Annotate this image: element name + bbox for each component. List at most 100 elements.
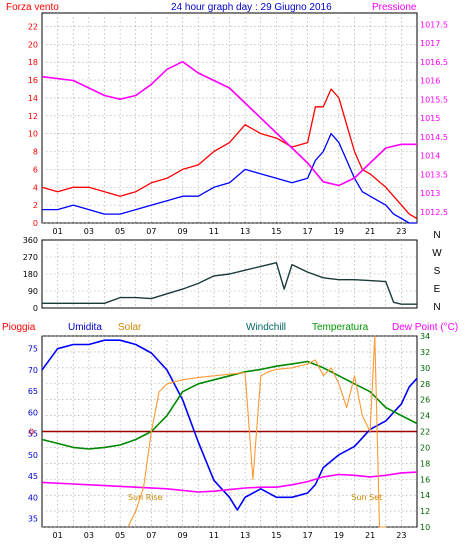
- y-right-tick-label: 1017: [420, 39, 440, 48]
- y-left-tick-label: 20: [28, 40, 38, 49]
- y-left-tick-label: 40: [28, 493, 38, 502]
- y-left-tick-label: 10: [28, 130, 38, 139]
- wind-gust-line: [41, 88, 418, 220]
- direction-letter: E: [434, 284, 441, 295]
- y-right-tick-label: 22: [420, 428, 430, 437]
- y-left-tick-label: 12: [28, 112, 38, 121]
- y-left-tick-label: 50: [28, 451, 38, 460]
- series-group: [42, 262, 417, 305]
- y-left-tick-label: 4: [33, 183, 38, 192]
- y-right-tick-label: 18: [420, 459, 430, 468]
- temperature-humidity-panel: Pioggia Umidita Solar Windchill Temperatura D…: [2, 322, 458, 540]
- x-tick-label: 15: [271, 227, 281, 236]
- x-tick-label: 07: [146, 531, 156, 540]
- sunset-annotation: Sun Set: [351, 493, 382, 502]
- x-tick-label: 21: [365, 227, 375, 236]
- y-right-tick-label: 10: [420, 523, 430, 532]
- legend-label: Solar: [118, 322, 142, 333]
- x-tick-label: 19: [334, 531, 344, 540]
- y-tick-label: 270: [23, 253, 38, 262]
- y-left-tick-label: 18: [28, 58, 38, 67]
- direction-letter: S: [434, 266, 441, 277]
- y-right-tick-label: 1015: [420, 114, 440, 123]
- y-right-tick-label: 1016: [420, 77, 440, 86]
- wind-direction-line: [42, 262, 417, 305]
- y-left-tick-label: 8: [33, 148, 38, 157]
- y-left-tick-label: 6: [33, 165, 38, 174]
- x-tick-label: 05: [115, 531, 125, 540]
- x-tick-label: 21: [365, 531, 375, 540]
- y-tick-label: 360: [23, 236, 38, 245]
- pressure-line: [41, 60, 417, 187]
- y-right-tick-label: 24: [420, 412, 430, 421]
- x-tick-label: 13: [240, 227, 250, 236]
- left-axis-label: Forza vento: [6, 2, 59, 13]
- x-tick-label: 23: [396, 227, 406, 236]
- y-tick-label: 180: [23, 270, 38, 279]
- y-right-tick-label: 34: [420, 332, 430, 341]
- y-right-tick-label: 26: [420, 396, 430, 405]
- y-left-tick-label: 70: [28, 366, 38, 375]
- y-tick-label: 90: [28, 287, 38, 296]
- x-tick-label: 19: [334, 227, 344, 236]
- y-right-tick-label: 32: [420, 348, 430, 357]
- y-right-tick-label: 1014: [420, 152, 440, 161]
- x-tick-label: 03: [84, 227, 94, 236]
- header-labels: Pioggia Umidita Solar Windchill Temperatura D…: [2, 322, 458, 333]
- dew-point-line: [41, 471, 418, 493]
- x-tick-label: 09: [178, 227, 188, 236]
- chart-title: 24 hour graph day : 29 Giugno 2016: [171, 2, 332, 13]
- y-left-tick-label: 16: [28, 76, 38, 85]
- x-tick-label: 01: [53, 531, 63, 540]
- y-right-tick-label: 28: [420, 380, 430, 389]
- y-left-tick-label: 35: [28, 515, 38, 524]
- tick-labels: 01 03 05 07 09 11 13 15 17 19 21 23 35 40 45 50 55 60 65 70…: [28, 332, 430, 540]
- y-right-tick-label: 16: [420, 475, 430, 484]
- y-left-tick-label: 14: [28, 94, 38, 103]
- legend-label: Umidita: [68, 322, 102, 333]
- sunrise-annotation: Sun Rise: [128, 493, 163, 502]
- y-left-tick-label: 65: [28, 387, 38, 396]
- y-tick-label: 0: [33, 304, 38, 313]
- direction-letter: N: [433, 302, 440, 313]
- x-tick-label: 17: [303, 227, 313, 236]
- y-left-tick-label: 22: [28, 22, 38, 31]
- wind-pressure-panel: Forza vento 24 hour graph day : 29 Giugn…: [6, 2, 448, 236]
- y-right-tick-label: 30: [420, 364, 430, 373]
- right-axis-label: Pressione: [372, 2, 417, 13]
- x-tick-label: 09: [178, 531, 188, 540]
- y-right-tick-label: 1015.5: [420, 95, 448, 104]
- y-left-tick-label: 75: [28, 345, 38, 354]
- series-group: [41, 60, 418, 224]
- direction-letter: N: [433, 230, 440, 241]
- y-left-tick-label: 0: [33, 219, 38, 228]
- y-right-tick-label: 14: [420, 491, 430, 500]
- y-right-tick-label: 1016.5: [420, 58, 448, 67]
- x-tick-label: 01: [53, 227, 63, 236]
- y-right-tick-label: 1017.5: [420, 20, 448, 29]
- legend-label: Windchill: [246, 322, 286, 333]
- legend-label: Temperatura: [312, 322, 369, 333]
- y-right-tick-label: 1014.5: [420, 133, 448, 142]
- y-right-tick-label: 20: [420, 443, 430, 452]
- y-right-tick-label: 12: [420, 507, 430, 516]
- series-group: [41, 335, 418, 528]
- y-left-tick-label: 2: [33, 201, 38, 210]
- y-right-tick-label: 1013: [420, 189, 440, 198]
- x-tick-label: 17: [303, 531, 313, 540]
- y-right-tick-label: 1012.5: [420, 208, 448, 217]
- direction-letter: W: [432, 248, 442, 259]
- rain-zero-label: 0: [29, 428, 34, 437]
- legend-label: Pioggia: [2, 322, 36, 333]
- x-tick-label: 11: [209, 531, 219, 540]
- wind-speed-line: [42, 132, 417, 224]
- x-tick-label: 15: [271, 531, 281, 540]
- legend-label: Dew Point (°C): [392, 322, 458, 333]
- x-tick-label: 07: [146, 227, 156, 236]
- solar-line: [127, 335, 386, 528]
- temperature-line: [41, 360, 418, 450]
- y-left-tick-label: 55: [28, 430, 38, 439]
